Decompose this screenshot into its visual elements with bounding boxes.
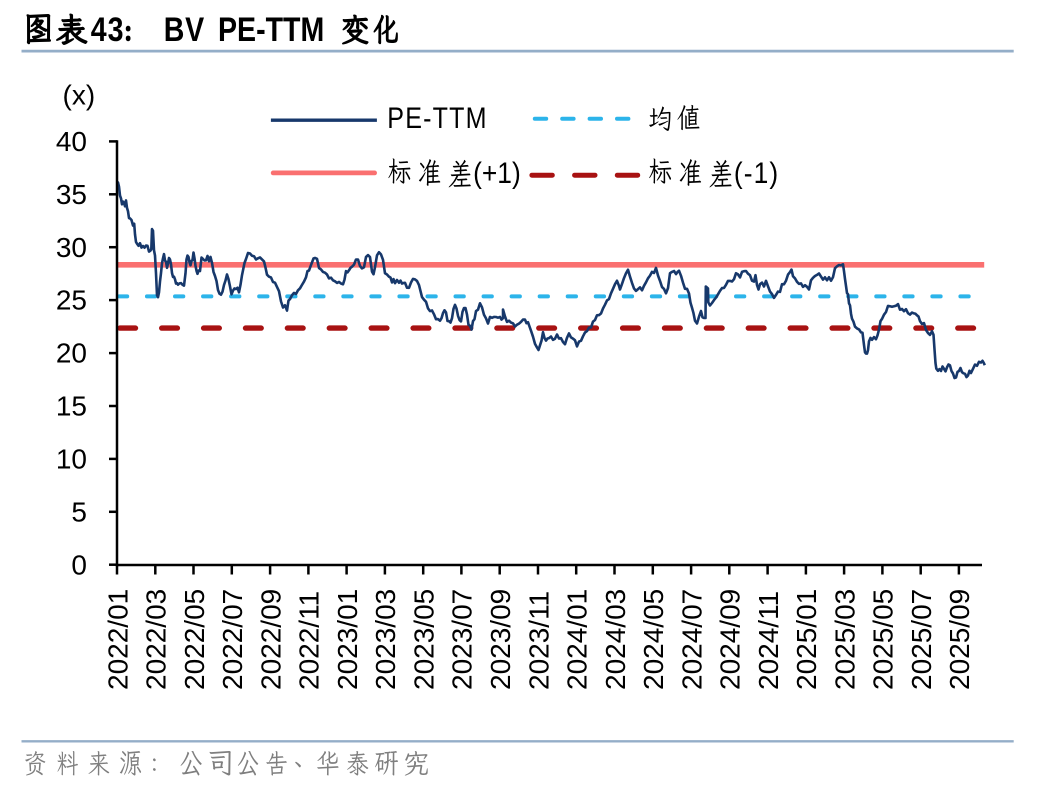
svg-text:2023/01: 2023/01 [332,589,363,690]
svg-text:2022/11: 2022/11 [294,591,325,690]
svg-text:2024/05: 2024/05 [638,589,669,690]
svg-text:2023/09: 2023/09 [485,589,516,690]
svg-text:2023/11: 2023/11 [523,591,554,690]
svg-text:0: 0 [71,549,87,580]
svg-text:2023/03: 2023/03 [370,589,401,690]
svg-text:2025/03: 2025/03 [829,589,860,690]
svg-text:2024/09: 2024/09 [715,589,746,690]
svg-text:2025/01: 2025/01 [791,589,822,690]
svg-text:30: 30 [56,232,87,263]
svg-text:PE-TTM: PE-TTM [387,101,487,134]
svg-text:PE-TTM: PE-TTM [218,11,324,49]
svg-text:5: 5 [71,496,87,527]
svg-text:(+1): (+1) [473,155,521,189]
svg-text:2024/11: 2024/11 [753,591,784,690]
svg-text:BV: BV [164,11,205,49]
svg-text:35: 35 [56,179,87,210]
svg-text:43: 43 [91,11,125,49]
svg-text:2025/09: 2025/09 [944,589,975,690]
svg-text:15: 15 [56,391,87,422]
svg-text:40: 40 [56,126,87,157]
svg-text:25: 25 [56,285,87,316]
svg-text:2024/07: 2024/07 [676,589,707,690]
svg-text:2025/07: 2025/07 [906,589,937,690]
svg-text:10: 10 [56,444,87,475]
svg-text:2024/01: 2024/01 [562,589,593,690]
svg-text:2022/01: 2022/01 [102,589,133,690]
svg-text:2023/05: 2023/05 [409,589,440,690]
svg-text:20: 20 [56,338,87,369]
svg-text:(-1): (-1) [734,155,779,189]
svg-text:2024/03: 2024/03 [600,589,631,690]
svg-text:2025/05: 2025/05 [868,589,899,690]
svg-text:2022/05: 2022/05 [179,589,210,690]
svg-text:2023/07: 2023/07 [447,589,478,690]
svg-text:2022/09: 2022/09 [255,589,286,690]
svg-text:(x): (x) [63,80,96,111]
svg-text:2022/03: 2022/03 [141,589,172,690]
svg-text:2022/07: 2022/07 [217,589,248,690]
